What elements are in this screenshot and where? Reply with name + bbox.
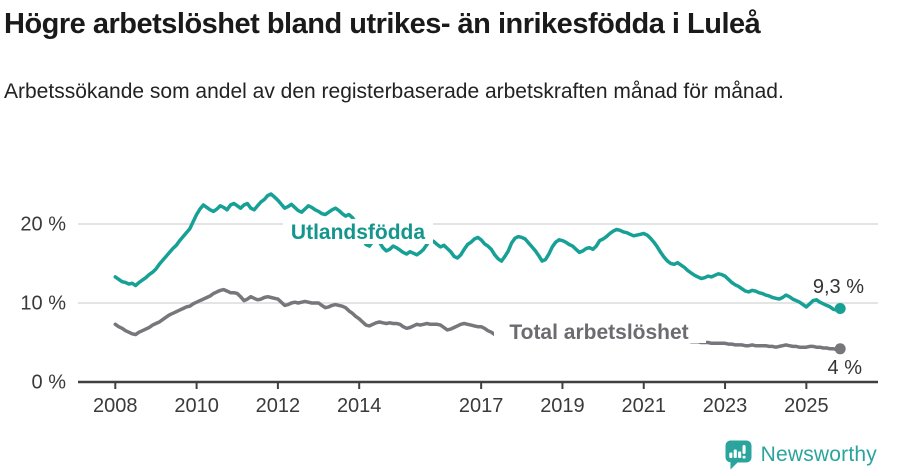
y-tick-label-0: 0 %: [32, 372, 67, 394]
x-tick-label: 2012: [256, 395, 301, 417]
x-tick-label: 2023: [703, 395, 748, 417]
newsworthy-logo-icon: [725, 440, 752, 470]
x-tick-label: 2025: [784, 395, 829, 417]
total-label-halo: [494, 314, 706, 343]
x-tick-label: 2010: [174, 395, 219, 417]
x-tick-label: 2019: [540, 395, 585, 417]
utlandsfodda-line: [113, 192, 842, 312]
chart-subtitle: Arbetssökande som andel av den registerb…: [4, 80, 784, 103]
x-tick-label: 2008: [93, 395, 138, 417]
logo-bars: [728, 445, 746, 459]
utlandsfodda-series-label: Utlandsfödda: [291, 221, 425, 244]
y-tick-label-20: 20 %: [20, 214, 66, 236]
brand-logo: Newsworthy: [723, 439, 877, 471]
x-tick-label: 2014: [337, 395, 382, 417]
utlandsfodda-end-value: 9,3 %: [813, 276, 864, 298]
y-tick-labels: 0 % 10 % 20 %: [20, 214, 66, 394]
total-end-dot: [834, 343, 846, 355]
total-series-label: Total arbetslöshet: [509, 321, 688, 344]
y-gridlines: [78, 223, 878, 304]
utlandsfodda-end-dot: [834, 303, 846, 314]
x-tick-label: 2021: [622, 395, 667, 417]
newsworthy-wordmark: Newsworthy: [760, 443, 877, 466]
unemployment-line-chart: 2008 2010 2012 2014 2017 2019 2021 2023 2025 0 %…: [20, 192, 878, 417]
page-title: Högre arbetslöshet bland utrikes- än inr…: [4, 8, 761, 40]
total-line: [113, 287, 842, 352]
total-end-value: 4 %: [828, 357, 863, 379]
x-ticks: 2008 2010 2012 2014 2017 2019 2021 2023 2025: [93, 382, 829, 417]
y-tick-label-10: 10 %: [20, 293, 66, 315]
utlandsfodda-label-halo: [283, 219, 433, 244]
x-tick-label: 2017: [459, 395, 504, 417]
